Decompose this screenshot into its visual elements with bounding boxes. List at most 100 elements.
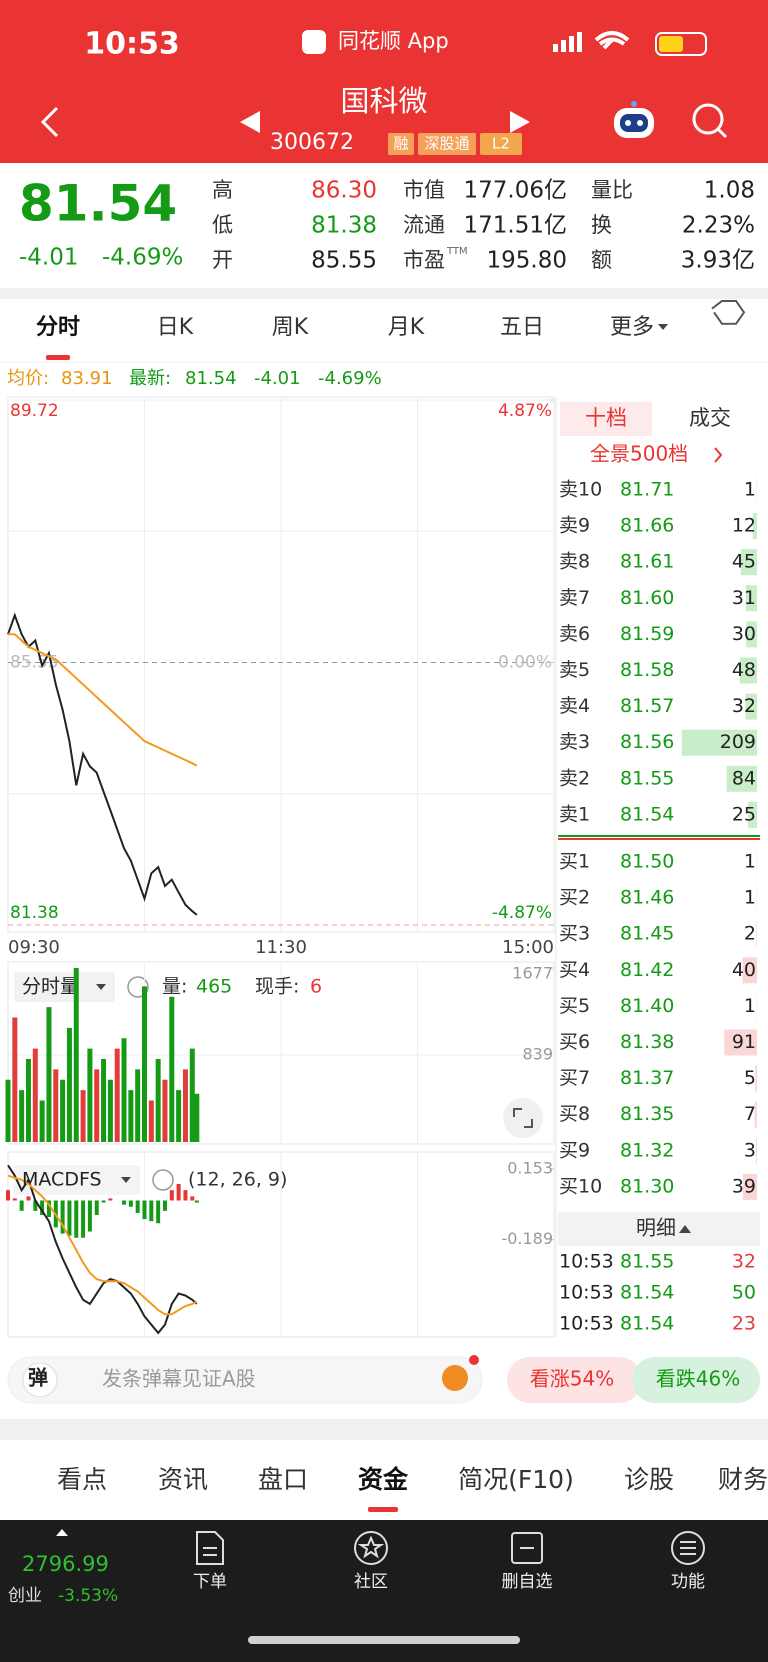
level-price: 81.58 [620,659,674,681]
level-volume: 31 [732,587,756,609]
battery-icon [655,32,707,56]
detail-tab[interactable]: 资金 [358,1465,409,1494]
volume-bar [182,1069,188,1142]
help-icon[interactable] [152,1169,174,1191]
level-volume: 1 [744,851,756,873]
macd-menu[interactable] [14,1165,140,1195]
active-book-tab[interactable] [560,402,652,436]
depth-bar [754,1101,757,1128]
stat-label: 市盈 [403,248,445,272]
nav-item[interactable]: 社区 [354,1572,388,1592]
volume-bar [148,1100,154,1142]
detail-tab[interactable]: 诊股 [624,1465,674,1494]
separator [0,288,768,299]
stock-tag-label: 融 [393,135,408,153]
index-value[interactable]: 2796.99 [22,1552,109,1576]
volume-bar [19,1090,25,1142]
latest-value: 81.54 [185,368,237,389]
volume-title[interactable]: 分时量 [22,976,79,998]
danmaku-input[interactable] [7,1356,483,1404]
level-price: 81.54 [620,803,674,825]
macd-histogram-bar [46,1200,51,1218]
period-tab[interactable]: 更多 [610,315,654,340]
volume-bar [60,1079,66,1142]
bull-label[interactable]: 看涨54% [530,1367,614,1391]
assistant-button[interactable] [614,101,654,138]
period-tab[interactable]: 分时 [36,315,80,340]
panorama-link[interactable]: 全景500档 [590,442,688,466]
trade-time: 10:53 [559,1282,614,1304]
period-tab[interactable]: 周K [272,315,309,340]
macd-title[interactable]: MACDFS [22,1169,102,1191]
level-label: 卖5 [559,659,590,681]
stat-label: 额 [591,248,612,272]
latest-change: -4.01 [254,368,301,389]
macd-histogram-bar [19,1200,24,1211]
period-tab[interactable]: 月K [388,315,425,340]
volume-label: 量: [162,976,187,998]
detail-tab[interactable]: 简况(F10) [458,1465,574,1494]
level-price: 81.38 [620,1031,674,1053]
period-tab[interactable]: 日K [157,315,194,340]
danmaku-placeholder[interactable]: 发条弹幕见证A股 [102,1367,256,1391]
detail-header[interactable] [558,1212,760,1246]
level-label: 卖6 [559,623,590,645]
stat-value: 195.80 [487,248,567,274]
latest-label: 最新: [129,368,171,389]
level-volume: 1 [744,887,756,909]
detail-title[interactable]: 明细 [636,1216,676,1240]
bear-button[interactable] [632,1357,760,1403]
book-tab[interactable]: 十档 [585,406,627,430]
level-label: 买1 [559,851,590,873]
period-tab[interactable]: 五日 [500,315,544,340]
book-tab[interactable]: 成交 [689,406,731,430]
status-time: 10:53 [84,27,180,62]
stat-value: 86.30 [311,178,377,204]
depth-bar [740,549,757,576]
gift-icon[interactable] [442,1365,468,1391]
level-price: 81.45 [620,923,674,945]
nav-item[interactable]: 删自选 [502,1572,553,1592]
detail-tab[interactable]: 资讯 [158,1465,208,1494]
trade-price: 81.54 [620,1282,674,1304]
level-volume: 45 [732,551,756,573]
volume-bar [142,986,147,1142]
level-volume: 2 [744,923,756,945]
next-stock[interactable] [510,111,530,133]
y-tick-label: 89.72 [10,401,59,421]
level-label: 买2 [559,887,590,909]
nav-item[interactable]: 下单 [193,1572,227,1592]
settings-button[interactable] [711,300,746,325]
prev-stock[interactable] [240,111,260,133]
expand-button[interactable] [503,1098,543,1138]
volume-menu[interactable] [14,972,115,1002]
macd-histogram-bar [108,1198,113,1201]
macd-histogram-bar [101,1200,106,1203]
macd-histogram-bar [67,1200,72,1236]
level-price: 81.56 [620,731,674,753]
search-button[interactable] [692,103,728,139]
expand-arrow[interactable] [56,1529,68,1536]
nav-item[interactable]: 功能 [671,1572,705,1592]
bull-button[interactable] [507,1357,642,1403]
price-change-pct: -4.69% [102,245,183,271]
detail-tab[interactable]: 财务 [718,1465,768,1494]
level-label: 买5 [559,995,590,1017]
level-price: 81.59 [620,623,674,645]
index-name: 创业 [8,1586,42,1606]
level-volume: 32 [732,695,756,717]
macd-histogram-bar [74,1200,79,1238]
depth-bar [755,1137,757,1164]
dropdown-arrow [658,324,668,330]
detail-tab[interactable]: 盘口 [258,1465,308,1494]
volume-bar [5,1079,11,1142]
help-icon[interactable] [127,976,149,998]
stock-tag-label: 深股通 [424,135,469,153]
level-label: 买10 [559,1175,602,1197]
level-label: 卖3 [559,731,590,753]
volume-bar [66,1027,72,1142]
detail-tab[interactable]: 看点 [57,1465,107,1494]
back-button[interactable] [40,106,59,138]
bear-label[interactable]: 看跌46% [656,1367,740,1391]
